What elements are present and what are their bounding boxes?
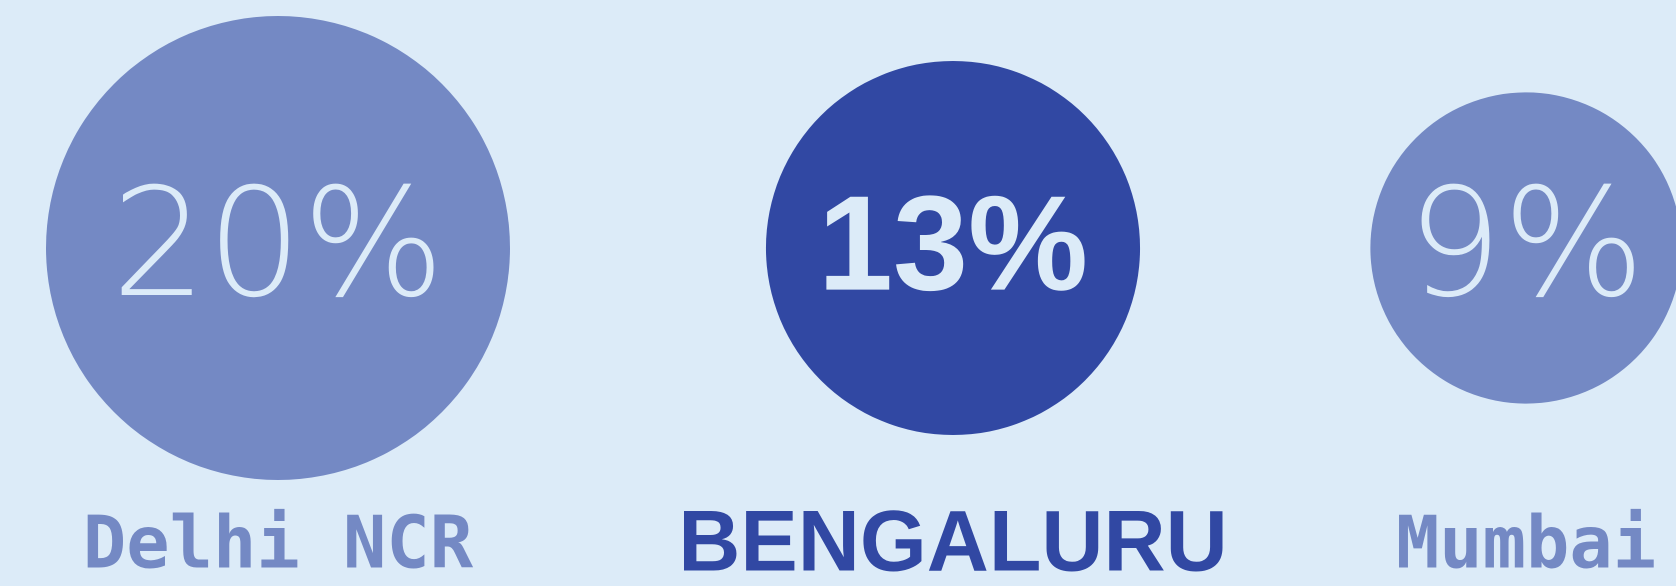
value-label: 13% <box>818 168 1088 319</box>
bubble <box>1370 92 1676 404</box>
bubble <box>765 60 1141 436</box>
value-label: 9% <box>1407 157 1645 331</box>
bubble <box>46 16 510 480</box>
category-label: Mumbai <box>1396 501 1656 585</box>
value-label: 20% <box>111 157 444 331</box>
category-label: BENGALURU <box>678 494 1227 586</box>
category-label: Delhi NCR <box>83 501 474 585</box>
